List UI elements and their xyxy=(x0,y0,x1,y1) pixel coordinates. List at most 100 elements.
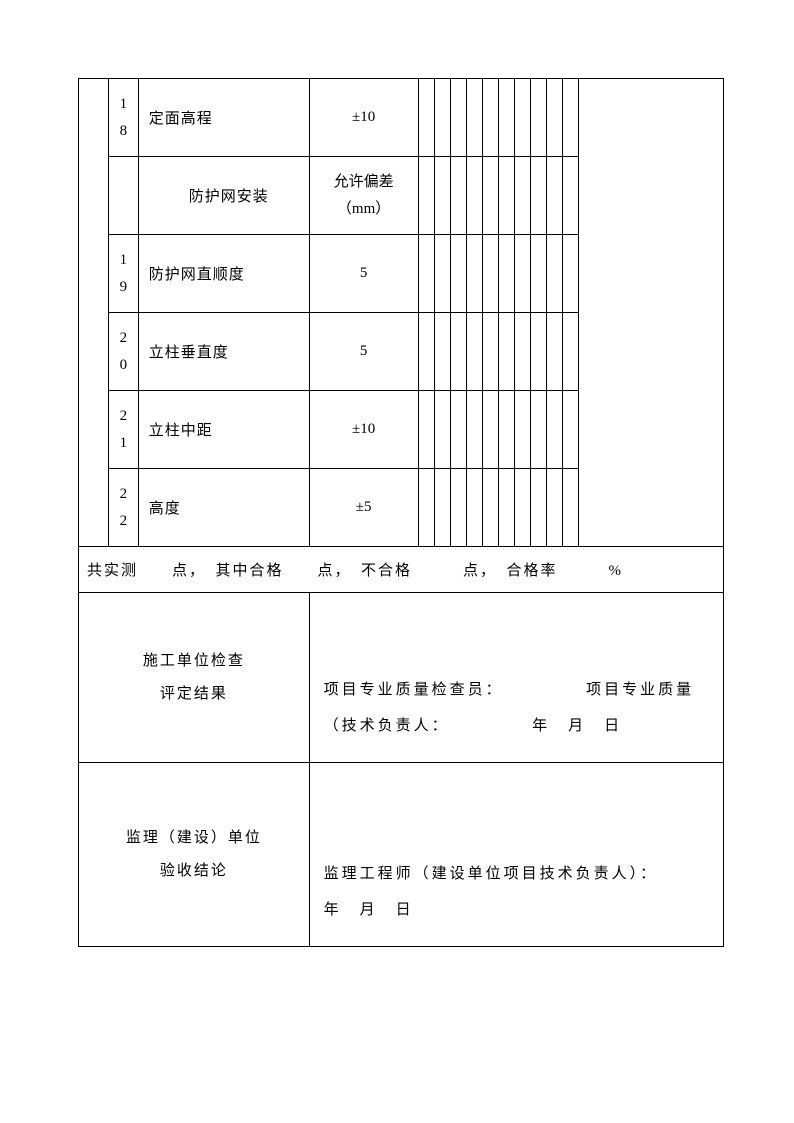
measure-cell xyxy=(514,469,530,547)
table-row: 1 8 定面高程 ±10 xyxy=(79,79,724,157)
measure-cell xyxy=(562,391,578,469)
measure-cell xyxy=(482,79,498,157)
num-digit: 2 xyxy=(120,486,128,502)
section-header: 防护网安装 xyxy=(138,157,309,235)
measure-cell xyxy=(482,391,498,469)
tolerance-value: 5 xyxy=(309,235,418,313)
row-number: 2 1 xyxy=(108,391,138,469)
measure-cell xyxy=(498,313,514,391)
measure-cell xyxy=(418,391,434,469)
measure-cell xyxy=(514,391,530,469)
measure-cell xyxy=(514,235,530,313)
row-number: 1 8 xyxy=(108,79,138,157)
eval-label-line: 施工单位检查 xyxy=(143,653,245,669)
measure-cell xyxy=(466,157,482,235)
item-name: 立柱垂直度 xyxy=(138,313,309,391)
measure-cell xyxy=(530,235,546,313)
measure-cell xyxy=(546,79,562,157)
measure-cell xyxy=(514,79,530,157)
measure-cell xyxy=(562,313,578,391)
measure-cell xyxy=(530,157,546,235)
measure-cell xyxy=(530,79,546,157)
summary-row: 共实测 点， 其中合格 点， 不合格 点， 合格率 % xyxy=(79,547,724,593)
measure-cell xyxy=(466,313,482,391)
tolerance-value: 5 xyxy=(309,313,418,391)
num-digit: 0 xyxy=(120,357,128,373)
num-digit: 2 xyxy=(120,408,128,424)
measure-cell xyxy=(562,157,578,235)
measure-cell xyxy=(466,469,482,547)
measure-cell xyxy=(530,469,546,547)
row-number: 2 0 xyxy=(108,313,138,391)
measure-cell xyxy=(498,79,514,157)
eval-label: 监理（建设）单位 验收结论 xyxy=(79,763,310,947)
measure-cell xyxy=(434,313,450,391)
num-digit: 1 xyxy=(120,96,128,112)
measure-cell xyxy=(562,235,578,313)
eval-label: 施工单位检查 评定结果 xyxy=(79,593,310,763)
measure-cell xyxy=(466,79,482,157)
num-digit: 2 xyxy=(120,513,128,529)
measure-cell xyxy=(562,469,578,547)
measure-cell xyxy=(466,391,482,469)
measure-cell xyxy=(418,79,434,157)
measure-cell xyxy=(482,469,498,547)
measure-cell xyxy=(498,157,514,235)
measure-cell xyxy=(434,235,450,313)
eval-content: 监理工程师（建设单位项目技术负责人）： 年 月 日 xyxy=(309,763,723,947)
measure-cell xyxy=(514,313,530,391)
measure-cell xyxy=(482,235,498,313)
measure-cell xyxy=(450,469,466,547)
eval-row: 施工单位检查 评定结果 项目专业质量检查员： 项目专业质量（技术负责人： 年 月… xyxy=(79,593,724,763)
measure-cell xyxy=(450,235,466,313)
row-number xyxy=(108,157,138,235)
eval-row: 监理（建设）单位 验收结论 监理工程师（建设单位项目技术负责人）： 年 月 日 xyxy=(79,763,724,947)
measure-cell xyxy=(546,391,562,469)
measure-cell xyxy=(466,235,482,313)
measure-cell xyxy=(482,313,498,391)
measure-cell xyxy=(546,313,562,391)
num-digit: 8 xyxy=(120,123,128,139)
measure-cell xyxy=(546,469,562,547)
measure-cell xyxy=(450,79,466,157)
num-digit: 1 xyxy=(120,252,128,268)
item-name: 立柱中距 xyxy=(138,391,309,469)
tolerance-label: 允许偏差 xyxy=(334,174,394,190)
eval-label-line: 验收结论 xyxy=(160,863,228,879)
measure-cell xyxy=(530,391,546,469)
tolerance-header: 允许偏差 （mm） xyxy=(309,157,418,235)
eval-content: 项目专业质量检查员： 项目专业质量（技术负责人： 年 月 日 xyxy=(309,593,723,763)
item-name: 防护网直顺度 xyxy=(138,235,309,313)
num-digit: 1 xyxy=(120,435,128,451)
measure-cell xyxy=(482,157,498,235)
indent-cell xyxy=(79,79,109,547)
measure-cell xyxy=(418,157,434,235)
measure-cell xyxy=(450,157,466,235)
measure-cell xyxy=(546,157,562,235)
item-name: 定面高程 xyxy=(138,79,309,157)
document-page: 1 8 定面高程 ±10 防护网安装 允许偏差 （mm） xyxy=(0,0,794,947)
measure-cell xyxy=(434,157,450,235)
measure-cell xyxy=(450,391,466,469)
measure-cell xyxy=(546,235,562,313)
summary-text: 共实测 点， 其中合格 点， 不合格 点， 合格率 % xyxy=(79,547,724,593)
num-digit: 2 xyxy=(120,330,128,346)
tolerance-value: ±10 xyxy=(309,79,418,157)
tolerance-value: ±10 xyxy=(309,391,418,469)
measure-cell xyxy=(450,313,466,391)
measure-cell xyxy=(418,235,434,313)
measure-cell xyxy=(498,391,514,469)
measure-cell xyxy=(530,313,546,391)
measure-cell xyxy=(434,391,450,469)
row-number: 1 9 xyxy=(108,235,138,313)
measure-cell xyxy=(498,235,514,313)
measure-cell xyxy=(514,157,530,235)
measure-cell xyxy=(498,469,514,547)
tolerance-unit: （mm） xyxy=(337,201,390,217)
tolerance-value: ±5 xyxy=(309,469,418,547)
row-number: 2 2 xyxy=(108,469,138,547)
measure-cell xyxy=(418,313,434,391)
num-digit: 9 xyxy=(120,279,128,295)
eval-label-line: 监理（建设）单位 xyxy=(126,830,262,846)
measure-cell xyxy=(434,79,450,157)
